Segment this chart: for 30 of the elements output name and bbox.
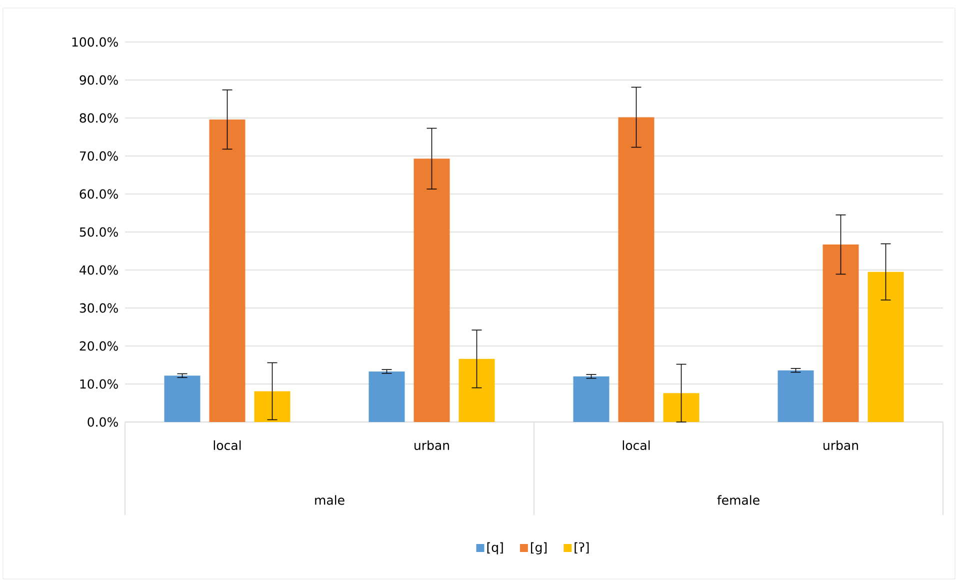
x-tick-label: local bbox=[214, 440, 241, 450]
y-tick-label: 90.0% bbox=[80, 75, 118, 85]
text: female bbox=[717, 495, 760, 505]
text: male bbox=[315, 495, 344, 505]
bar bbox=[822, 244, 859, 422]
legend-label: [q] bbox=[487, 542, 503, 554]
y-tick-label: 60.0% bbox=[80, 189, 118, 199]
y-tick-label: 0.0% bbox=[88, 417, 118, 427]
x-tick-label: urban bbox=[824, 440, 858, 450]
bar bbox=[778, 370, 814, 422]
bar bbox=[164, 376, 200, 422]
y-tick-label: 80.0% bbox=[80, 113, 118, 123]
bar bbox=[414, 158, 450, 422]
bar bbox=[868, 272, 904, 422]
x-tick-label: urban bbox=[414, 440, 449, 450]
bar bbox=[209, 120, 246, 422]
bar bbox=[458, 358, 495, 422]
y-tick-label: 40.0% bbox=[80, 265, 118, 275]
y-tick-label: 100.0% bbox=[72, 37, 118, 47]
y-tick-label: 20.0% bbox=[80, 341, 118, 351]
y-tick-label: 50.0% bbox=[80, 227, 118, 237]
x-tick-label: local bbox=[622, 440, 650, 450]
legend-label: [ʔ] bbox=[574, 542, 589, 554]
bar bbox=[368, 371, 405, 422]
y-tick-label: 70.0% bbox=[80, 151, 118, 161]
bar bbox=[573, 376, 610, 422]
y-tick-label: 10.0% bbox=[80, 379, 118, 389]
legend-label: [g] bbox=[531, 542, 547, 554]
y-tick-label: 30.0% bbox=[80, 303, 118, 313]
bar bbox=[618, 117, 654, 422]
